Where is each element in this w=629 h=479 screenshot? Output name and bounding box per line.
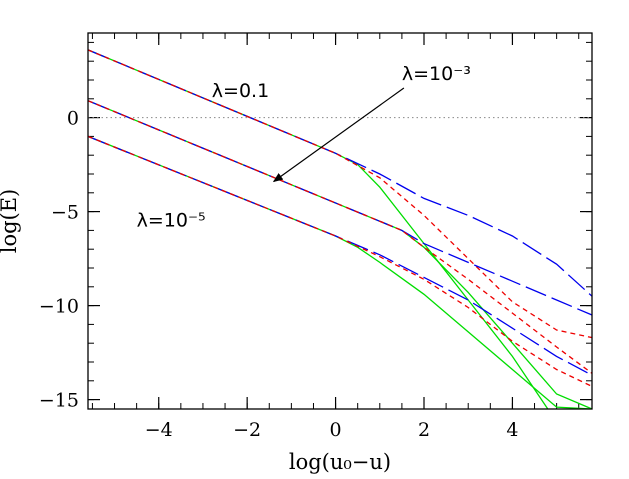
series-group [88, 49, 592, 409]
annotation-arrow [272, 87, 405, 183]
annotation-label-1: λ=10⁻³ [402, 63, 471, 85]
series-line-1e-3-long-dash [88, 100, 592, 316]
series-line-0.1-short-dash [88, 49, 592, 339]
series-line-1e-5-long-dash [88, 135, 592, 376]
y-tick-label: −5 [51, 202, 79, 224]
x-tick-label: 4 [506, 419, 518, 441]
y-tick-label: −10 [39, 296, 79, 318]
series-line-1e-3-short-dash [88, 100, 592, 374]
x-tick-label: 0 [330, 419, 342, 441]
plot-frame [87, 32, 593, 410]
annotation-label-0: λ=0.1 [212, 80, 269, 102]
x-tick-label: −4 [145, 419, 173, 441]
y-axis-label: log(E) [0, 189, 21, 254]
x-axis-label: log(u₀−u) [289, 450, 391, 474]
x-tick-label: −2 [233, 419, 261, 441]
annotation-label-2: λ=10⁻⁵ [137, 210, 206, 232]
series-line-0.1-long-dash [88, 49, 592, 297]
y-tick-label: 0 [67, 108, 79, 130]
major-ticks [88, 33, 592, 409]
annotations: λ=0.1 λ=10⁻³ λ=10⁻⁵ [137, 63, 471, 232]
x-tick-label: 2 [418, 419, 430, 441]
series-line-1e-5-short-dash [88, 135, 592, 387]
y-tick-label: −15 [39, 390, 79, 412]
tick-labels: −4 −2 0 2 4 0 −5 −10 −15 [39, 108, 519, 441]
series-line-1e-5-solid [88, 135, 592, 409]
